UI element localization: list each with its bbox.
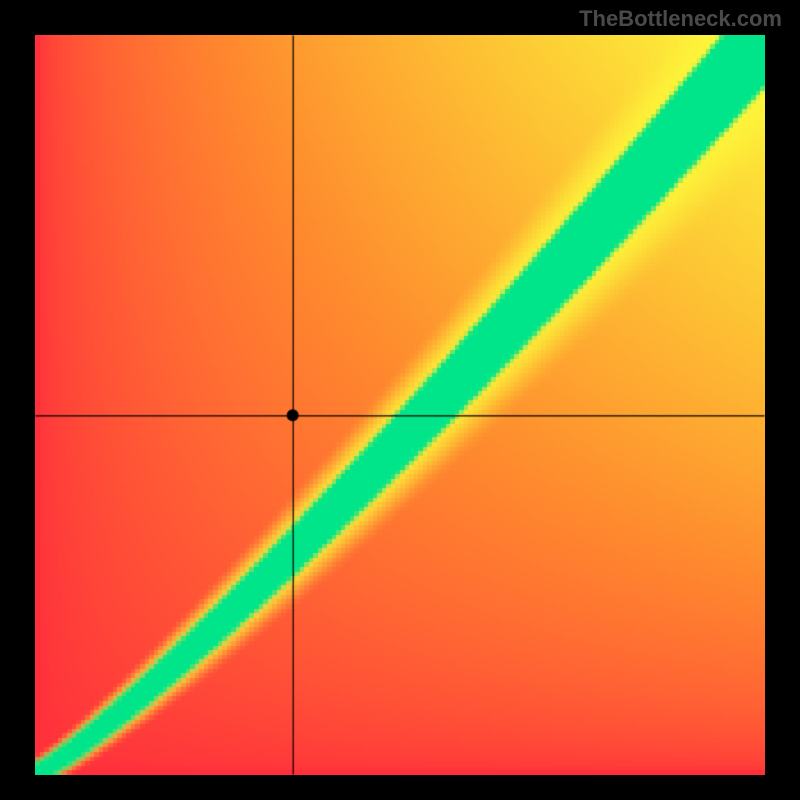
bottleneck-heatmap [35, 35, 765, 775]
watermark-label: TheBottleneck.com [579, 6, 782, 32]
